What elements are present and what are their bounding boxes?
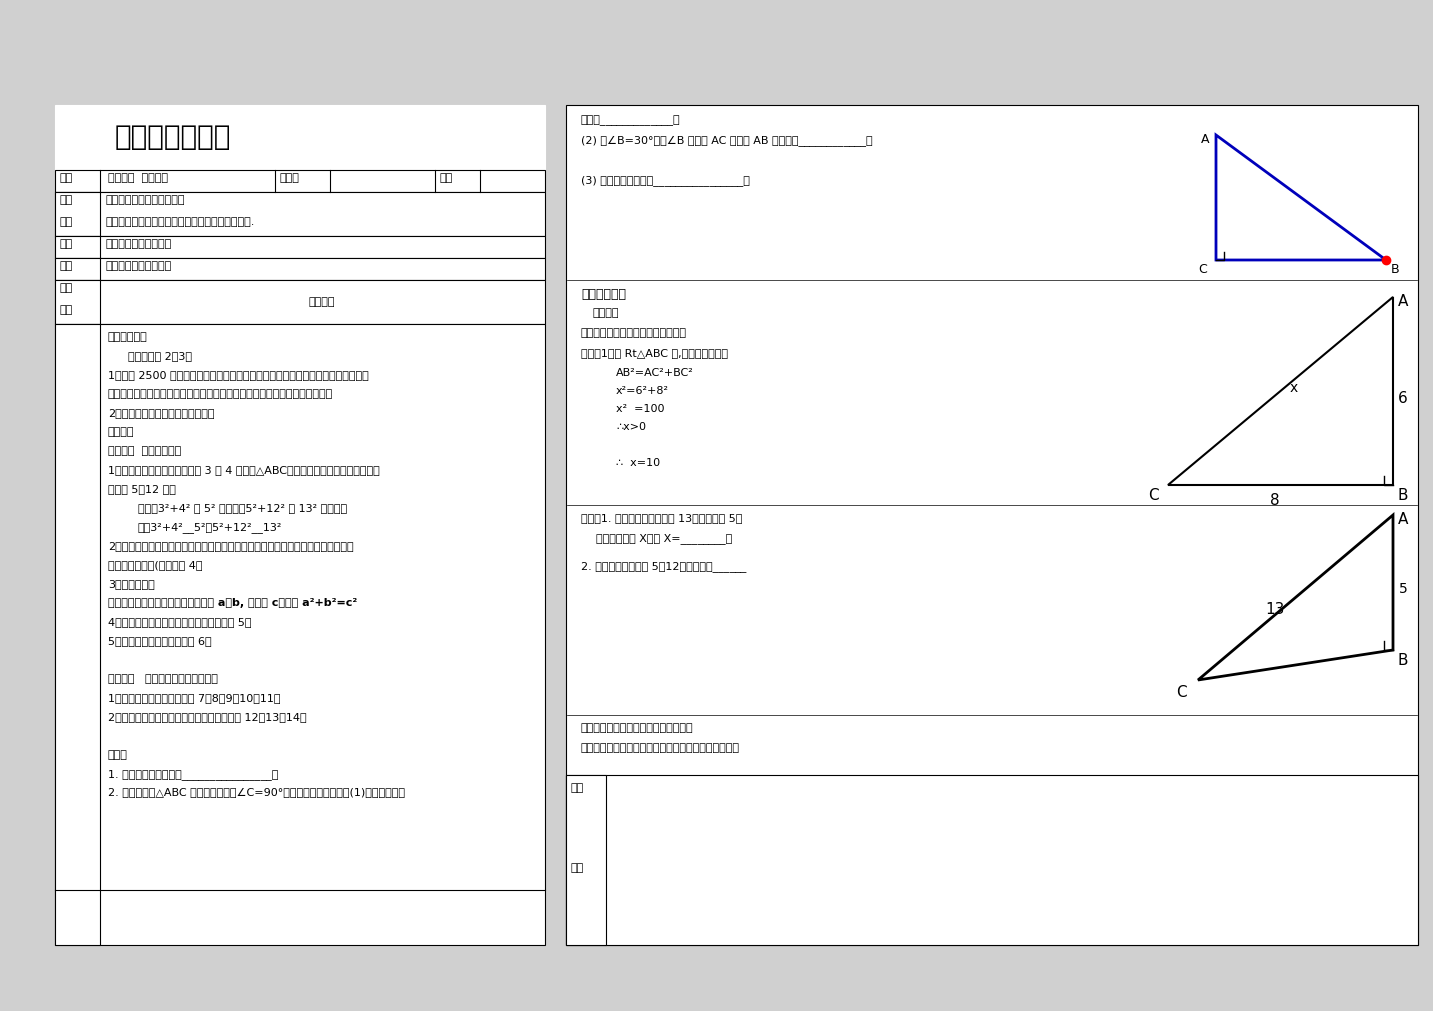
Text: AB²=AC²+BC²: AB²=AC²+BC² <box>616 368 694 378</box>
Text: 记住勾股定理的内容，会用面积法证明勾股定理。.: 记住勾股定理的内容，会用面积法证明勾股定理。. <box>105 217 255 227</box>
Text: 发现：3²+4² 与 5² 的关系，5²+12² 和 13² 的关系，: 发现：3²+4² 与 5² 的关系，5²+12² 和 13² 的关系， <box>138 503 347 513</box>
Text: ∴  x=10: ∴ x=10 <box>616 458 661 468</box>
Text: 课时: 课时 <box>440 173 453 183</box>
Text: A: A <box>1201 133 1209 146</box>
Bar <box>54 192 100 236</box>
Bar <box>54 236 545 258</box>
Text: 8: 8 <box>1270 493 1280 508</box>
Text: 如果直角三角形的两条直角边分别为 a、b, 斜边为 c，那么 a²+b²=c²: 如果直角三角形的两条直角边分别为 a、b, 斜边为 c，那么 a²+b²=c² <box>107 598 357 608</box>
Text: A: A <box>1399 512 1409 527</box>
Bar <box>566 775 606 945</box>
Text: 2. 若两直角边分别为 5、12，则斜边为______: 2. 若两直角边分别为 5、12，则斜边为______ <box>580 561 747 572</box>
Text: 二、导学: 二、导学 <box>107 427 135 437</box>
Text: (3) 三边之间的关系：________________。: (3) 三边之间的关系：________________。 <box>580 175 749 186</box>
Text: 2、探究：其他直角三角形是否也存在这种关系？（观察多媒体网格图中的各部分面: 2、探究：其他直角三角形是否也存在这种关系？（观察多媒体网格图中的各部分面 <box>107 541 354 551</box>
Text: 积，填写答案）(演示文稿 4）: 积，填写答案）(演示文稿 4） <box>107 560 202 570</box>
Bar <box>54 280 545 324</box>
Bar <box>54 105 545 945</box>
Text: 四、学习小结：本节课你有什么收获？（学生说一说）: 四、学习小结：本节课你有什么收获？（学生说一说） <box>580 743 739 753</box>
Text: 反思: 反思 <box>570 863 585 874</box>
Text: 2、换成另一个图形，有什么发现？: 2、换成另一个图形，有什么发现？ <box>107 408 215 418</box>
Text: 第二部分   勾股定理的其他证明方法: 第二部分 勾股定理的其他证明方法 <box>107 674 218 684</box>
Text: 5、勾股定理内容（演示文稿 6）: 5、勾股定理内容（演示文稿 6） <box>107 636 212 646</box>
Text: C: C <box>1176 685 1187 700</box>
Text: 学后: 学后 <box>570 783 585 793</box>
Text: 一、情境导入: 一、情境导入 <box>107 332 148 342</box>
Bar <box>566 775 1419 945</box>
Text: 课题: 课题 <box>59 173 72 183</box>
Text: x: x <box>1290 381 1298 395</box>
Text: 1、相传 2500 年前，毕达哥拉斯有一次在朋友家里做客时，发现朋友家用砖铺成的: 1、相传 2500 年前，毕达哥拉斯有一次在朋友家里做客时，发现朋友家用砖铺成的 <box>107 370 368 380</box>
Text: C: C <box>1148 488 1159 503</box>
Text: 难点: 难点 <box>59 261 72 271</box>
Text: 师生活动: 师生活动 <box>308 297 335 307</box>
Text: (2) 若∠B=30°，则∠B 的对边 AC 和斜边 AB 的关系：____________；: (2) 若∠B=30°，则∠B 的对边 AC 和斜边 AB 的关系：______… <box>580 135 873 146</box>
Text: 另一直角边为 X，则 X=________；: 另一直角边为 X，则 X=________； <box>596 533 732 544</box>
Text: 1、试一试：画一个两直角边为 3 和 4 的直角△ABC，用刻度尺量斜边的长。如果直: 1、试一试：画一个两直角边为 3 和 4 的直角△ABC，用刻度尺量斜边的长。如… <box>107 465 380 475</box>
Bar <box>566 105 1419 945</box>
Text: ∴x>0: ∴x>0 <box>616 422 646 432</box>
Bar <box>54 324 545 945</box>
Text: 典例分析: 典例分析 <box>593 308 619 318</box>
Text: 勾股定理  第一课时: 勾股定理 第一课时 <box>107 173 168 183</box>
Text: 13: 13 <box>1265 602 1284 617</box>
Text: 归纳：: 归纳： <box>107 750 128 760</box>
Text: 第一部分  探究勾股定理: 第一部分 探究勾股定理 <box>107 446 181 456</box>
Text: （演示文稿 2、3）: （演示文稿 2、3） <box>128 351 192 361</box>
Text: 2、无字证明：华罗庚的青朱出入图（多媒体 12、13、14）: 2、无字证明：华罗庚的青朱出入图（多媒体 12、13、14） <box>107 712 307 722</box>
Text: 了解勾股定理的发现过程；: 了解勾股定理的发现过程； <box>105 195 185 205</box>
Bar <box>54 192 545 236</box>
Text: 目标: 目标 <box>59 217 72 227</box>
Text: 关系：_____________；: 关系：_____________； <box>580 115 681 125</box>
Text: 学习: 学习 <box>59 195 72 205</box>
Text: A: A <box>1399 294 1409 309</box>
Text: 过程: 过程 <box>59 305 72 315</box>
Bar <box>54 280 100 324</box>
Text: 5: 5 <box>1399 582 1407 596</box>
Text: 三、精讲点拨: 三、精讲点拨 <box>580 288 626 301</box>
Text: 1、面积证明二、三（多媒体 7、8、9、10、11）: 1、面积证明二、三（多媒体 7、8、9、10、11） <box>107 693 281 703</box>
Text: 地面中反映了直角三角形三边的某种数量关系。注意观察，你能有什么发现？: 地面中反映了直角三角形三边的某种数量关系。注意观察，你能有什么发现？ <box>107 389 334 399</box>
Text: x²=6²+8²: x²=6²+8² <box>616 386 669 396</box>
Text: 练习：1. 直角三角形中斜边长 13，一直角边 5，: 练习：1. 直角三角形中斜边长 13，一直角边 5， <box>580 513 742 523</box>
Text: 3、得出结论：: 3、得出结论： <box>107 579 155 589</box>
Text: 2. 如图，直角△ABC 的主要性质是：∠C=90°，（用几何语言表示）(1)两锐角之间的: 2. 如图，直角△ABC 的主要性质是：∠C=90°，（用几何语言表示）(1)两… <box>107 788 406 798</box>
Text: B: B <box>1399 653 1409 668</box>
Text: x²  =100: x² =100 <box>616 404 665 413</box>
Text: 八年级数学学案: 八年级数学学案 <box>115 123 231 151</box>
Text: 勾股定理的内容及证明: 勾股定理的内容及证明 <box>105 261 172 271</box>
Text: 6: 6 <box>1399 391 1407 406</box>
Text: 主备人: 主备人 <box>279 173 299 183</box>
Bar <box>54 170 545 192</box>
Bar <box>54 324 100 945</box>
Text: 1. 勾股定理的内容是：________________。: 1. 勾股定理的内容是：________________。 <box>107 769 278 779</box>
Text: 勾股定理的内容及证明: 勾股定理的内容及证明 <box>105 239 172 249</box>
Text: （方法小结：可用勾股定理建立方程）: （方法小结：可用勾股定理建立方程） <box>580 723 694 733</box>
Text: 解：（1）在 Rt△ABC 中,由勾股定理得：: 解：（1）在 Rt△ABC 中,由勾股定理得： <box>580 348 728 358</box>
Text: B: B <box>1399 488 1409 503</box>
Text: B: B <box>1391 263 1400 276</box>
Text: 4、面积法证明勾股定理（多媒体演示文稿 5）: 4、面积法证明勾股定理（多媒体演示文稿 5） <box>107 617 252 627</box>
Text: 导学: 导学 <box>59 283 72 293</box>
Text: 得：3²+4²__5²，5²+12²__13²: 得：3²+4²__5²，5²+12²__13² <box>138 522 282 533</box>
Text: 角边为 5、12 呢？: 角边为 5、12 呢？ <box>107 484 176 494</box>
Text: 求出下列直角三角形中未知边的长度: 求出下列直角三角形中未知边的长度 <box>580 328 686 338</box>
Bar <box>54 258 545 280</box>
Bar <box>54 258 100 280</box>
Bar <box>54 236 100 258</box>
Text: C: C <box>1198 263 1207 276</box>
Text: 重点: 重点 <box>59 239 72 249</box>
